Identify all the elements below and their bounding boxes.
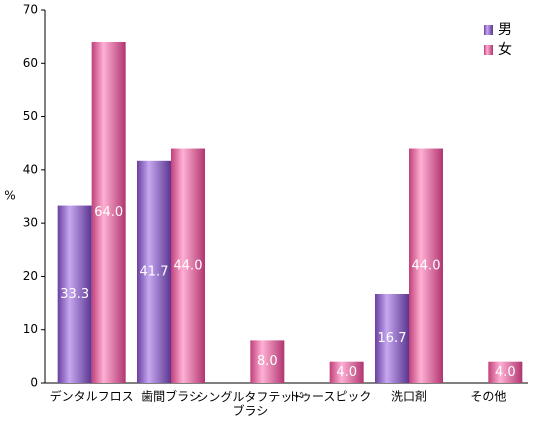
legend-label: 女 [498, 41, 512, 58]
x-tick-label: シングルタフテッドブラシ [196, 390, 304, 418]
x-tick-label: トゥースピック [288, 390, 371, 404]
bar [91, 41, 126, 383]
value-label: 4.0 [495, 365, 516, 380]
legend-swatch [484, 45, 493, 55]
y-tick-label: 60 [23, 56, 38, 70]
x-tick-label: 洗口剤 [391, 389, 427, 404]
bar [57, 205, 92, 383]
value-label: 4.0 [336, 365, 357, 380]
value-label: 33.3 [60, 287, 89, 302]
x-tick-label: デンタルフロス [50, 389, 134, 404]
legend-label: 男 [498, 22, 512, 38]
value-label: 16.7 [378, 331, 407, 346]
y-tick-label: 40 [23, 162, 38, 176]
bar [409, 148, 443, 383]
value-label: 8.0 [257, 354, 278, 369]
y-tick-label: 10 [23, 322, 38, 336]
value-label: 44.0 [412, 258, 441, 273]
bar [329, 361, 364, 383]
y-tick-label: 70 [23, 3, 38, 17]
y-tick-label: 50 [23, 109, 38, 123]
y-tick-label: 30 [23, 216, 38, 230]
x-tick-label: その他 [470, 390, 506, 404]
bar [250, 340, 285, 383]
y-tick-label: 20 [23, 269, 38, 283]
y-axis-label: % [4, 189, 15, 203]
value-label: 44.0 [174, 258, 203, 273]
bar [171, 148, 205, 383]
value-label: 64.0 [94, 205, 123, 220]
bar [488, 361, 523, 383]
bar [137, 160, 171, 383]
value-label: 41.7 [140, 264, 169, 279]
legend-swatch [484, 25, 493, 35]
bar [375, 294, 409, 383]
x-tick-label: 歯間ブラシ [141, 389, 201, 404]
y-tick-label: 0 [30, 376, 38, 390]
